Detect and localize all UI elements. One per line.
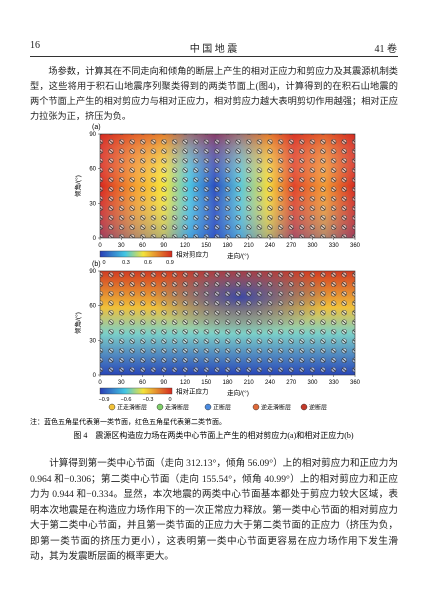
- colorbar-tick-label: 0.6: [144, 260, 152, 266]
- x-tick-label: 150: [201, 243, 212, 249]
- header-rule: [30, 56, 398, 57]
- body-text: 计算得到第一类中心节面（走向 312.13°，倾角 56.09°）上的相对剪应力…: [30, 458, 398, 562]
- colorbar-tick-label: 0.3: [122, 260, 130, 266]
- y-tick-label: 30: [89, 201, 96, 207]
- x-tick-label: 270: [286, 243, 297, 249]
- colorbar-label: 相对正应力: [176, 387, 209, 396]
- legend-label: 正走滑断层: [117, 404, 147, 412]
- x-tick-label: 0: [98, 380, 102, 386]
- x-tick-label: 210: [244, 380, 255, 386]
- legend-symbol: [156, 403, 164, 411]
- colorbar: [99, 250, 173, 258]
- x-tick-label: 90: [160, 243, 167, 249]
- panel-label: (b): [92, 261, 101, 268]
- x-tick-label: 240: [265, 380, 276, 386]
- x-tick-label: 90: [160, 380, 167, 386]
- x-tick-label: 120: [180, 243, 191, 249]
- y-tick-label: 60: [89, 304, 96, 310]
- x-tick-label: 150: [201, 380, 212, 386]
- page-number: 16: [30, 40, 40, 51]
- colorbar-tick-label: 0.9: [166, 260, 174, 266]
- panel-label: (a): [92, 124, 101, 131]
- figure-caption: 图 4 震源区构造应力场在两类中心节面上产生的相对剪应力(a)和相对正应力(b): [73, 430, 354, 440]
- colorbar-tick-label: −0.3: [143, 397, 154, 403]
- colorbar-label: 相对剪应力: [176, 250, 209, 259]
- x-tick-label: 210: [244, 243, 255, 249]
- x-tick-label: 60: [139, 380, 146, 386]
- mechanism-markers: [100, 271, 355, 375]
- colorbar: [99, 387, 173, 395]
- figure-note: 注：蓝色五角星代表第一类节面，红色五角星代表第二类节面。: [30, 417, 226, 426]
- x-tick-label: 300: [307, 243, 318, 249]
- legend-label: 逆走滑断层: [261, 404, 291, 412]
- legend-symbol: [204, 403, 212, 411]
- x-axis-label: 走向/(°): [227, 251, 249, 260]
- y-tick-label: 0: [93, 373, 97, 379]
- x-tick-label: 300: [307, 380, 318, 386]
- legend-label: 正断层: [213, 404, 231, 412]
- volume: 41 卷: [374, 44, 398, 55]
- legend-label: 走滑断层: [165, 404, 189, 412]
- x-tick-label: 360: [350, 243, 361, 249]
- legend-symbol: [300, 403, 308, 411]
- legend-label: 逆断层: [309, 404, 327, 412]
- y-tick-label: 30: [89, 338, 96, 344]
- journal-title: 中 国 地 震: [189, 44, 238, 55]
- y-axis-label: 倾角/(°): [73, 175, 82, 197]
- legend-symbol: [252, 403, 260, 411]
- colorbar-tick-label: 0: [168, 397, 171, 403]
- figure: (a)0 30 60 90 120 150 180 210 240 270 300 330 360030…: [30, 124, 361, 440]
- x-tick-label: 330: [329, 243, 340, 249]
- colorbar-tick-label: −0.9: [99, 397, 110, 403]
- x-tick-label: 270: [286, 380, 297, 386]
- x-tick-label: 240: [265, 243, 276, 249]
- legend: 正走滑断层 走滑断层 正断层 逆走滑断层 逆断层: [108, 403, 327, 412]
- x-tick-label: 360: [350, 380, 361, 386]
- mechanism-markers: [100, 134, 355, 238]
- y-tick-label: 90: [89, 132, 96, 138]
- x-tick-label: 120: [180, 380, 191, 386]
- legend-symbol: [108, 403, 116, 411]
- x-tick-label: 180: [222, 243, 233, 249]
- x-tick-label: 30: [118, 243, 125, 249]
- x-axis-label: 走向/(°): [227, 388, 249, 397]
- x-tick-label: 30: [118, 380, 125, 386]
- x-tick-label: 0: [98, 243, 102, 249]
- colorbar-tick-label: 0: [102, 260, 105, 266]
- y-tick-label: 90: [89, 269, 96, 275]
- intro-text: 场参数，计算其在不同走向和倾角的断层上产生的相对正应力和剪应力及其震源机制类型，…: [30, 66, 398, 121]
- x-tick-label: 60: [139, 243, 146, 249]
- x-tick-label: 180: [222, 380, 233, 386]
- y-axis-label: 倾角/(°): [73, 312, 82, 334]
- x-tick-label: 330: [329, 380, 340, 386]
- y-tick-label: 60: [89, 167, 96, 173]
- y-tick-label: 0: [93, 236, 97, 242]
- colorbar-tick-label: −0.6: [121, 397, 132, 403]
